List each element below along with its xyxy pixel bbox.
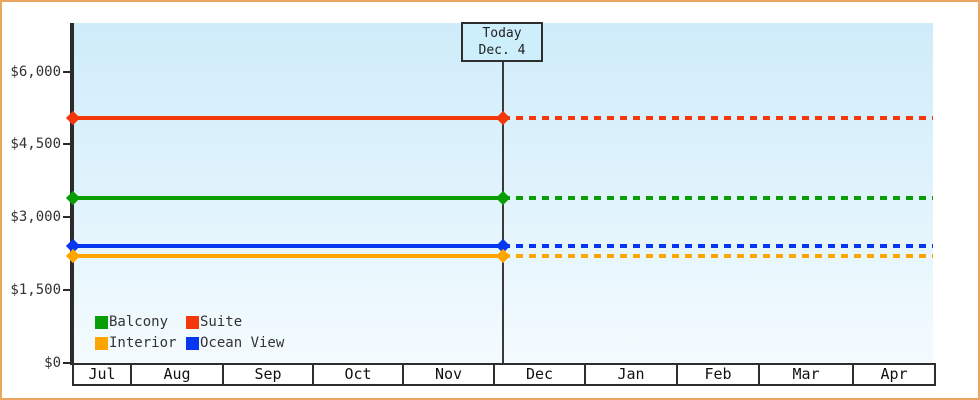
today-line xyxy=(502,60,504,363)
legend-label: Suite xyxy=(200,314,243,330)
month-cell-apr: Apr xyxy=(880,365,908,383)
month-cell-feb: Feb xyxy=(678,365,760,384)
month-cell-aug: Aug xyxy=(132,365,224,384)
series-forecast-line-ocean-view xyxy=(503,243,933,248)
y-tick xyxy=(63,70,71,73)
month-cell-jan: Jan xyxy=(586,365,678,384)
month-cell-sep: Sep xyxy=(224,365,314,384)
month-cell-mar: Mar xyxy=(760,365,854,384)
y-tick-label: $0 xyxy=(44,355,61,371)
today-annotation: Today Dec. 4 xyxy=(461,22,543,62)
legend: Balcony Suite Interior Ocean View xyxy=(95,312,284,353)
legend-item-balcony: Balcony xyxy=(95,312,186,332)
y-tick-label: $4,500 xyxy=(10,136,61,153)
series-forecast-line-suite xyxy=(503,116,933,121)
series-line-suite xyxy=(73,116,503,121)
y-tick xyxy=(63,143,71,146)
today-label: Today xyxy=(482,26,522,41)
legend-item-suite: Suite xyxy=(186,312,284,332)
series-forecast-line-balcony xyxy=(503,195,933,200)
y-tick-label: $1,500 xyxy=(10,282,61,299)
y-tick xyxy=(63,362,71,364)
series-line-interior xyxy=(73,254,503,259)
legend-swatch-icon xyxy=(186,336,199,350)
legend-label: Ocean View xyxy=(200,335,285,351)
today-date: Dec. 4 xyxy=(478,43,526,58)
series-line-balcony xyxy=(73,195,503,200)
y-tick-label: $3,000 xyxy=(10,209,61,226)
legend-label: Balcony xyxy=(109,314,169,330)
y-tick-label: $6,000 xyxy=(10,63,61,80)
month-cell-nov: Nov xyxy=(404,365,495,384)
month-cell-jul: Jul xyxy=(74,365,132,384)
legend-item-interior: Interior xyxy=(95,333,186,353)
legend-swatch-icon xyxy=(95,336,108,350)
series-line-ocean-view xyxy=(73,243,503,248)
month-cell-dec: Dec xyxy=(495,365,586,384)
month-cell-oct: Oct xyxy=(314,365,404,384)
legend-swatch-icon xyxy=(186,315,199,329)
legend-label: Interior xyxy=(109,335,177,351)
series-forecast-line-interior xyxy=(503,254,933,259)
y-tick xyxy=(63,289,71,292)
legend-item-ocean-view: Ocean View xyxy=(186,333,284,353)
y-tick xyxy=(63,216,71,219)
legend-swatch-icon xyxy=(95,315,108,329)
x-axis-months: Jul Aug Sep Oct Nov Dec Jan Feb Mar Apr xyxy=(72,363,936,386)
